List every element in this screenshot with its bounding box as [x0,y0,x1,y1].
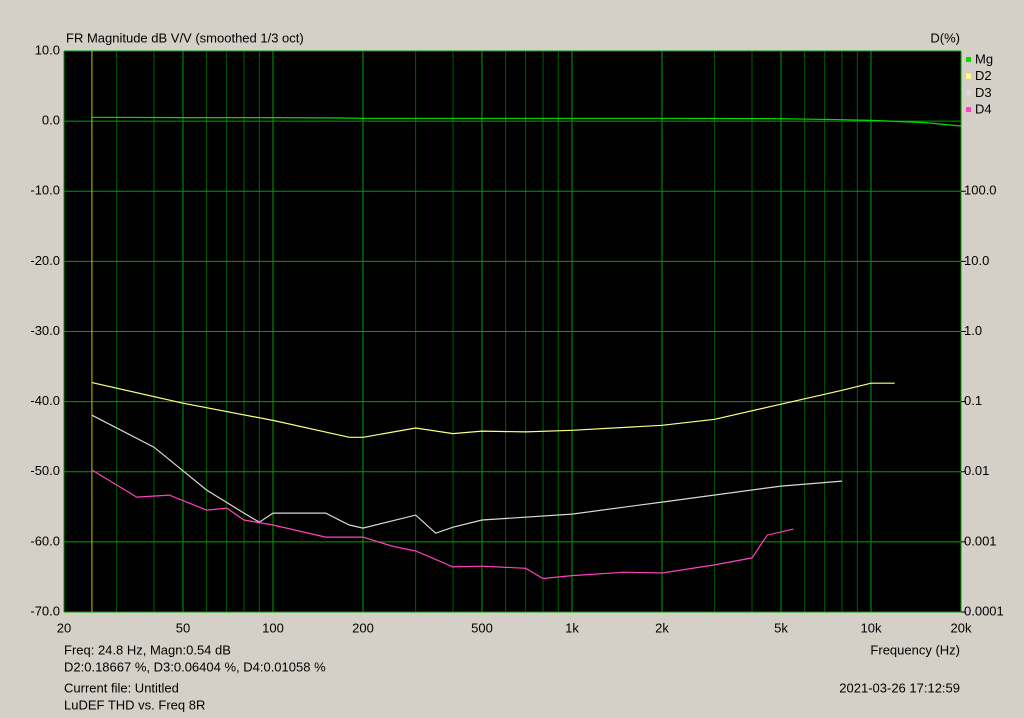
legend-swatch [966,107,971,113]
y-tick-label: -20.0 [30,253,60,268]
series-line [91,116,961,127]
y2-tick-label: 0.01 [964,463,989,478]
x-axis-label: Frequency (Hz) [870,642,960,657]
series-line [91,414,843,534]
legend-label: D4 [975,102,992,117]
y2-axis-label: D(%) [930,30,960,45]
y-tick-label: -50.0 [30,463,60,478]
y-tick-label: -30.0 [30,323,60,338]
y2-tick-label: 0.0001 [964,603,1004,618]
x-tick-label: 20k [951,620,972,635]
legend-swatch [966,90,971,96]
file-name: Current file: Untitled [64,680,179,695]
y2-tick-label: 100.0 [964,183,997,198]
readout: D2:0.18667 %, D3:0.06404 %, D4:0.01058 % [64,659,326,674]
legend-label: D3 [975,85,992,100]
y-tick-label: -70.0 [30,603,60,618]
y-tick-label: -60.0 [30,533,60,548]
x-tick-label: 200 [352,620,374,635]
legend-label: Mg [975,51,993,66]
y-tick-label: -10.0 [30,183,60,198]
y2-tick-label: 1.0 [964,323,982,338]
x-tick-label: 500 [471,620,493,635]
series-line [91,469,794,580]
series-line [91,382,895,438]
readout: Freq: 24.8 Hz, Magn:0.54 dB [64,642,231,657]
y-tick-label: -40.0 [30,393,60,408]
x-tick-label: 50 [176,620,190,635]
x-tick-label: 1k [565,620,579,635]
y-tick-label: 10.0 [35,42,60,57]
y-tick-label: 0.0 [42,113,60,128]
x-tick-label: 20 [57,620,71,635]
y2-tick-label: 10.0 [964,253,989,268]
x-tick-label: 5k [774,620,788,635]
y2-tick-label: 0.001 [964,533,997,548]
x-tick-label: 10k [861,620,882,635]
y2-tick-label: 0.1 [964,393,982,408]
x-tick-label: 100 [262,620,284,635]
timestamp: 2021-03-26 17:12:59 [839,680,960,695]
chart-name: LuDEF THD vs. Freq 8R [64,697,205,712]
legend-swatch [966,57,971,62]
x-tick-label: 2k [655,620,669,635]
series-group [91,116,961,580]
chart-title: FR Magnitude dB V/V (smoothed 1/3 oct) [66,30,304,45]
legend-swatch [966,73,971,79]
legend-label: D2 [975,68,992,83]
